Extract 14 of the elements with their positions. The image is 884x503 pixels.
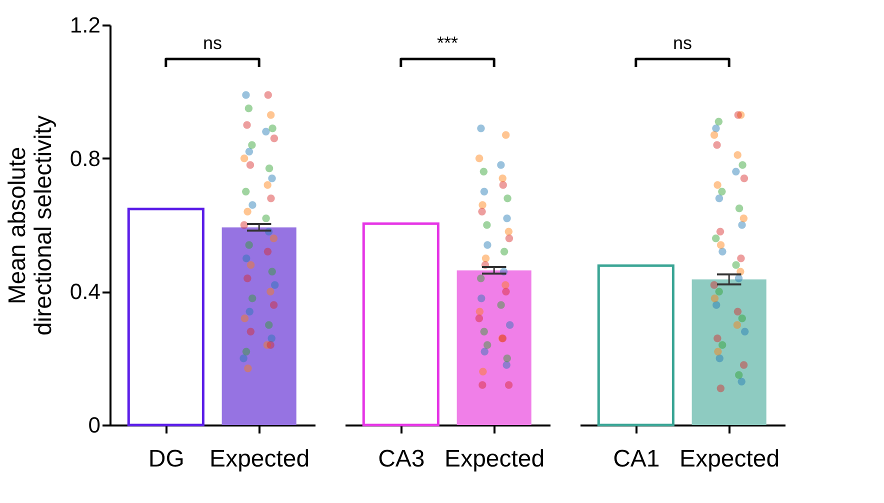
y-axis-title: Mean absolute directional selectivity xyxy=(4,115,57,336)
annotation: ns xyxy=(202,33,222,53)
annotation: ns xyxy=(672,33,692,53)
y-tick-label: 0 xyxy=(88,412,100,438)
x-tick-label: Expected xyxy=(210,446,310,472)
x-tick-label: CA3 xyxy=(378,446,425,472)
y-tick-label: 0.8 xyxy=(70,146,100,171)
x-tick-label: CA1 xyxy=(613,446,660,472)
x-tick-label: DG xyxy=(148,446,184,472)
x-tick-label: Expected xyxy=(680,446,780,472)
annotation: *** xyxy=(436,33,458,53)
x-tick-label: Expected xyxy=(444,446,545,472)
y-tick-label: 1.2 xyxy=(70,12,100,38)
y-tick-label: 0.4 xyxy=(70,279,100,304)
